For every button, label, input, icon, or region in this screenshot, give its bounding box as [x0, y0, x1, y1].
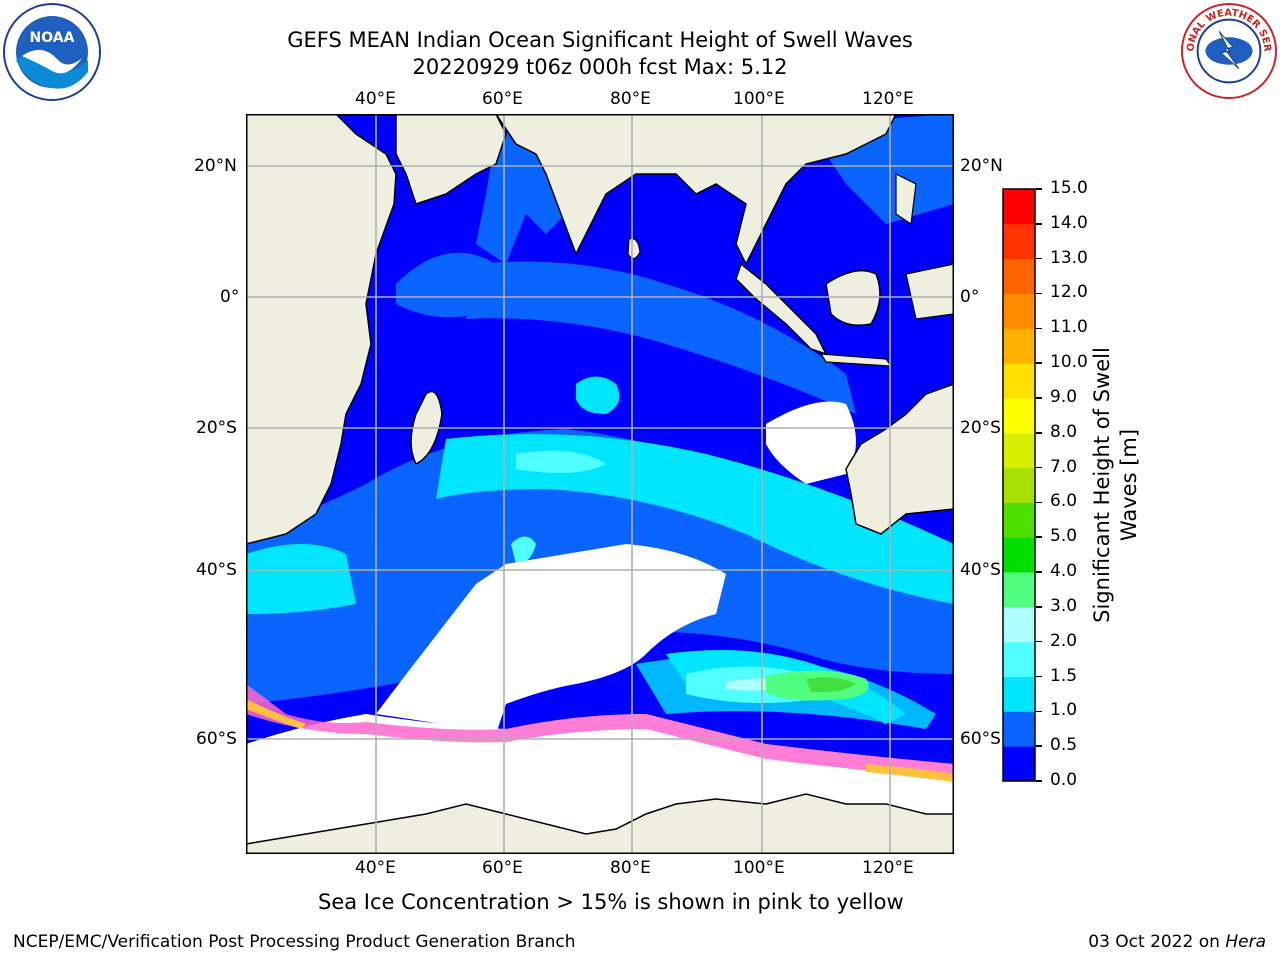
colorbar-tick-mark [1036, 710, 1042, 713]
colorbar-tick-mark [1036, 432, 1042, 434]
colorbar-tick-label: 7.0 [1050, 456, 1078, 477]
colorbar-tick-label: 9.0 [1050, 386, 1078, 407]
lat-label-right: 0° [960, 287, 980, 307]
colorbar-segment [1003, 397, 1035, 434]
colorbar-segment [1003, 467, 1035, 503]
lat-label-right: 20°N [960, 156, 1003, 176]
colorbar-segment [1003, 258, 1035, 294]
lat-label-left: 40°S [196, 560, 237, 580]
colorbar-segment [1003, 293, 1035, 329]
colorbar-segment [1003, 676, 1035, 712]
colorbar-tick-label: 6.0 [1050, 491, 1078, 512]
colorbar-segment [1003, 223, 1035, 260]
lon-label-bottom: 80°E [610, 858, 651, 878]
colorbar-tick-label: 1.5 [1050, 665, 1078, 686]
colorbar-segment [1003, 502, 1035, 538]
colorbar-tick-label: 14.0 [1050, 212, 1088, 233]
lon-label-bottom: 100°E [733, 858, 785, 878]
colorbar-tick-label: 0.5 [1050, 735, 1078, 756]
colorbar-tick-label: 5.0 [1050, 526, 1078, 547]
chart-subtitle: 20220929 t06z 000h fcst Max: 5.12 [412, 55, 788, 79]
noaa-logo: NOAA [3, 3, 101, 101]
colorbar-tick-label: 12.0 [1050, 282, 1088, 303]
colorbar-tick-label: 8.0 [1050, 421, 1078, 442]
colorbar-tick-label: 10.0 [1050, 352, 1088, 373]
colorbar-tick-mark [1036, 571, 1042, 573]
colorbar-tick-mark [1036, 501, 1042, 504]
colorbar-segment [1003, 328, 1035, 364]
lat-label-left: 20°N [194, 156, 237, 176]
sea-ice-note: Sea Ice Concentration > 15% is shown in … [318, 890, 904, 914]
colorbar-tick-mark [1036, 188, 1042, 190]
australia-land [845, 383, 954, 535]
footer-right: 03 Oct 2022 on Hera [1088, 932, 1266, 952]
africa-land [246, 114, 397, 545]
lat-label-left: 60°S [196, 729, 237, 749]
colorbar-tick-label: 2.0 [1050, 630, 1078, 651]
footer-machine: Hera [1225, 932, 1266, 952]
colorbar-tick-label: 4.0 [1050, 561, 1078, 582]
colorbar-tick-label: 13.0 [1050, 247, 1088, 268]
colorbar-tick-mark [1036, 606, 1042, 608]
lon-label-bottom: 40°E [355, 858, 396, 878]
colorbar-segment [1003, 711, 1035, 747]
sea-ice-white [376, 544, 726, 734]
colorbar-segment [1003, 572, 1035, 608]
colorbar-tick-mark [1036, 397, 1042, 399]
lat-label-right: 40°S [960, 560, 1001, 580]
map-frame [246, 114, 954, 854]
colorbar-tick-label: 11.0 [1050, 317, 1088, 338]
arabia-land [395, 114, 507, 205]
lat-label-left: 0° [220, 287, 240, 307]
colorbar-tick-mark [1036, 292, 1042, 295]
colorbar-tick-mark [1036, 675, 1042, 678]
sumatra-land [735, 262, 828, 356]
nws-logo: NATIONAL WEATHER SERVICE [1180, 2, 1278, 100]
lon-label-bottom: 60°E [482, 858, 523, 878]
lon-label-top: 120°E [862, 89, 914, 109]
colorbar-segment [1003, 363, 1035, 399]
footer-left: NCEP/EMC/Verification Post Processing Pr… [13, 932, 576, 952]
colorbar-segment [1003, 432, 1035, 469]
asia-land [495, 114, 897, 266]
colorbar-tick-label: 1.0 [1050, 700, 1078, 721]
colorbar-tick-mark [1036, 257, 1042, 260]
lon-label-top: 80°E [610, 89, 651, 109]
lon-label-top: 40°E [355, 89, 396, 109]
graticule [246, 114, 954, 854]
colorbar-segment [1003, 189, 1035, 225]
colorbar-segment [1003, 606, 1035, 643]
svg-text:NOAA: NOAA [30, 30, 75, 46]
lat-label-right: 60°S [960, 729, 1001, 749]
colorbar-tick-mark [1036, 536, 1042, 538]
chart-title: GEFS MEAN Indian Ocean Significant Heigh… [287, 28, 913, 52]
colorbar-segment [1003, 746, 1035, 782]
colorbar-tick-mark [1036, 466, 1042, 469]
colorbar-tick-label: 0.0 [1050, 770, 1078, 790]
colorbar-tick-mark [1036, 223, 1042, 225]
colorbar-tick-mark [1036, 745, 1042, 747]
sea-ice-edge [246, 684, 954, 779]
swell-height-map [246, 114, 954, 854]
lon-label-bottom: 120°E [862, 858, 914, 878]
lon-label-top: 60°E [482, 89, 523, 109]
antarctica-land [246, 793, 954, 854]
colorbar-tick-mark [1036, 327, 1042, 330]
colorbar-segment [1003, 537, 1035, 573]
footer-date: 03 Oct 2022 on [1088, 932, 1226, 952]
colorbar-tick-mark [1036, 640, 1042, 643]
colorbar-tick-label: 15.0 [1050, 178, 1088, 198]
colorbar-tick-mark [1036, 362, 1042, 364]
colorbar-tick-mark [1036, 780, 1042, 782]
colorbar-tick-label: 3.0 [1050, 595, 1078, 616]
colorbar-title: Significant Height of Swell Waves [m] [1090, 347, 1141, 623]
colorbar-segment [1003, 641, 1035, 678]
colorbar-frame [1002, 188, 1036, 782]
lon-label-top: 100°E [733, 89, 785, 109]
lat-label-left: 20°S [196, 418, 237, 438]
lat-label-right: 20°S [960, 418, 1001, 438]
colorbar [1002, 188, 1036, 782]
